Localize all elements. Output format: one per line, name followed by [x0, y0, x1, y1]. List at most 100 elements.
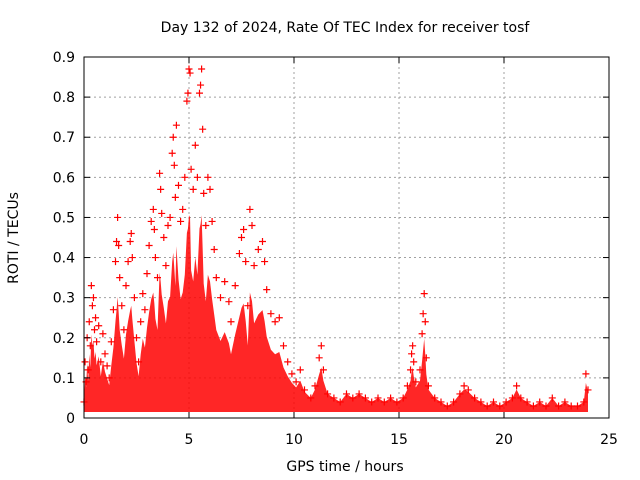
y-tick-label: 0.8: [53, 90, 75, 106]
data-point: [88, 302, 96, 310]
data-point: [431, 394, 439, 402]
data-point: [477, 398, 485, 406]
data-point: [437, 398, 445, 406]
data-point: [91, 326, 98, 334]
data-point: [109, 306, 117, 314]
y-axis-label: ROTI / TECUs: [6, 192, 22, 284]
data-point: [317, 342, 325, 350]
data-point: [202, 221, 210, 229]
data-point: [120, 326, 128, 334]
data-point: [101, 350, 109, 358]
data-point: [112, 258, 119, 266]
data-point: [97, 358, 105, 366]
data-point: [311, 382, 319, 390]
data-point: [460, 382, 468, 390]
data-point: [185, 65, 193, 73]
data-points: [80, 65, 592, 410]
data-point: [561, 398, 569, 406]
data-point: [296, 366, 304, 374]
y-tick-label: 0.2: [53, 331, 75, 347]
data-point: [208, 217, 216, 225]
data-point: [315, 354, 323, 362]
data-point: [235, 250, 243, 258]
data-point: [393, 398, 401, 406]
data-point: [187, 165, 195, 173]
data-point: [171, 193, 179, 201]
data-point: [319, 366, 327, 374]
data-point: [200, 189, 208, 197]
data-point: [508, 394, 516, 402]
data-point: [115, 242, 123, 250]
data-point: [361, 394, 369, 402]
data-point: [421, 318, 429, 326]
data-point: [217, 294, 224, 302]
data-point: [212, 274, 220, 282]
data-point: [231, 282, 239, 290]
data-point: [490, 398, 497, 406]
data-point: [135, 358, 143, 366]
data-point: [582, 370, 590, 378]
data-point: [280, 342, 287, 350]
y-tick-label: 0.6: [53, 170, 75, 186]
data-point: [86, 342, 94, 350]
data-point: [193, 173, 201, 181]
data-point: [124, 258, 132, 266]
data-point: [183, 97, 191, 105]
data-point: [517, 394, 525, 402]
data-point: [450, 398, 458, 406]
x-tick-label: 10: [285, 432, 303, 448]
data-point: [324, 390, 332, 398]
data-point: [336, 398, 344, 406]
data-point: [422, 354, 430, 362]
data-point: [496, 402, 504, 410]
data-point: [139, 290, 147, 298]
data-point: [523, 398, 531, 406]
data-point: [149, 205, 157, 213]
data-point: [93, 338, 101, 346]
data-point: [147, 217, 155, 225]
data-point: [240, 225, 248, 233]
data-point: [284, 358, 292, 366]
data-point: [536, 398, 544, 406]
data-point: [242, 258, 250, 266]
data-point: [175, 181, 182, 189]
data-point: [189, 185, 197, 193]
data-point: [92, 314, 100, 322]
data-point: [84, 366, 92, 374]
data-point: [418, 330, 426, 338]
data-point: [267, 310, 275, 318]
x-axis-label: GPS time / hours: [286, 459, 403, 475]
data-point: [275, 314, 283, 322]
data-point: [143, 270, 151, 278]
data-point: [374, 394, 382, 402]
data-point: [349, 394, 357, 402]
data-point: [567, 402, 575, 410]
data-point: [105, 374, 113, 382]
data-point: [387, 394, 395, 402]
data-point: [513, 382, 521, 390]
data-point: [292, 378, 300, 386]
data-point: [85, 318, 93, 326]
data-point: [227, 318, 235, 326]
data-point: [87, 282, 95, 290]
x-tick-label: 0: [80, 432, 89, 448]
data-point: [529, 402, 537, 410]
data-point: [196, 89, 203, 97]
y-tick-label: 0.7: [53, 130, 75, 146]
data-point: [156, 169, 164, 177]
x-axis-ticks: 0 5 10 15 20 25: [80, 57, 618, 448]
data-point: [412, 378, 420, 386]
data-point: [181, 173, 189, 181]
data-point: [157, 185, 165, 193]
data-point: [548, 394, 556, 402]
data-point: [221, 278, 229, 286]
data-point: [114, 213, 122, 221]
data-point: [380, 398, 388, 406]
y-tick-label: 0.4: [53, 251, 75, 267]
data-point: [166, 213, 174, 221]
data-point: [122, 282, 130, 290]
data-point: [580, 398, 588, 406]
x-tick-label: 5: [185, 432, 194, 448]
data-point: [160, 234, 168, 241]
x-tick-label: 25: [600, 432, 618, 448]
